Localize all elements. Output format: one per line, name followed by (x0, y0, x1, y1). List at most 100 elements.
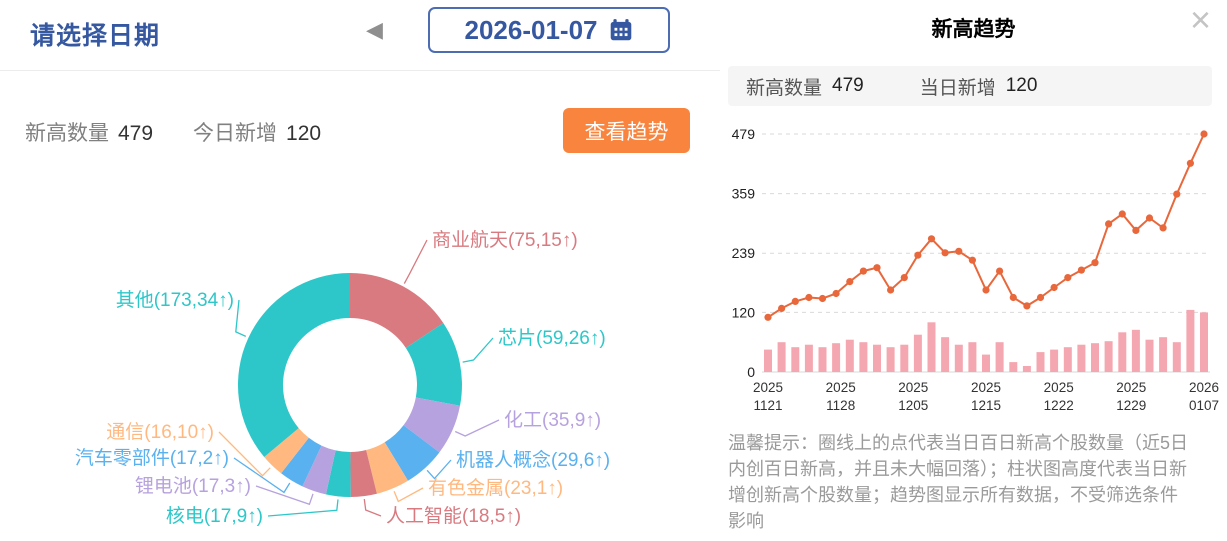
donut-leader-line (426, 459, 452, 480)
trend-chart: 0 120 239 359 479 2025 1121 2025 1128 2025 1205 202… (732, 126, 1219, 413)
daily-new-bar (1063, 347, 1072, 372)
donut-leader-line (454, 419, 500, 437)
donut-label-5: 人工智能(18,5↑) (386, 505, 521, 527)
daily-new-bar (804, 344, 813, 372)
y-axis-label: 0 (747, 364, 755, 380)
daily-new-bar (1159, 337, 1168, 372)
donut-leader-line (233, 457, 291, 494)
trend-modal: 新高趋势 × 新高数量 479 当日新增 120 0 120 239 359 479 20… (720, 0, 1227, 541)
daily-new-bar (1145, 339, 1154, 372)
donut-leader-line (462, 337, 494, 363)
daily-new-bar (900, 344, 909, 372)
date-selection-panel: 请选择日期 ◀ 2026-01-07 新高数量 479 今日新增 120 查看趋… (0, 7, 720, 527)
trend-point (1091, 259, 1099, 267)
trend-point (1200, 130, 1208, 138)
modal-new-high-value: 479 (832, 75, 864, 96)
donut-segment-10[interactable] (237, 273, 350, 457)
summary-bar: 新高数量 479 当日新增 120 (728, 66, 1212, 106)
donut-label-10: 其他(173,34↑) (116, 289, 234, 311)
donut-label-1: 芯片(59,26↑) (498, 327, 606, 349)
donut-label-4: 有色金属(23,1↑) (428, 477, 563, 499)
donut-label-6: 核电(17,9↑) (166, 505, 263, 527)
calendar-icon (610, 19, 631, 41)
trend-point (778, 304, 786, 312)
donut-segment-1[interactable] (405, 323, 462, 406)
daily-new-bar (1091, 343, 1099, 372)
daily-new-bar (873, 344, 881, 372)
donut-leader-line (403, 239, 428, 284)
trend-point (791, 297, 799, 305)
trend-point (859, 267, 867, 275)
daily-new-bar (1077, 344, 1086, 372)
donut-label-9: 通信(16,10↑) (106, 421, 214, 443)
divider (0, 70, 720, 71)
daily-new-bar (777, 342, 786, 372)
donut-leader-line (393, 487, 424, 503)
daily-new-bar (968, 342, 977, 372)
y-axis-label: 359 (732, 186, 756, 202)
donut-segment-2[interactable] (403, 397, 461, 453)
donut-leader-line (267, 499, 339, 517)
daily-new-bar (1009, 362, 1018, 372)
x-axis-label-date: 1222 (1044, 398, 1074, 413)
trend-point (818, 294, 827, 303)
daily-new-bar (886, 347, 895, 372)
donut-leader-line (235, 299, 247, 337)
donut-leader-line (255, 485, 314, 506)
daily-new-bar (1104, 341, 1113, 372)
donut-segment-9[interactable] (264, 428, 309, 474)
donut-label-2: 化工(35,9↑) (504, 409, 601, 431)
daily-new-bar (859, 342, 868, 372)
x-axis-label-date: 1205 (898, 398, 928, 413)
view-trend-button[interactable]: 查看趋势 (563, 108, 690, 153)
trend-point (968, 256, 976, 264)
donut-segment-7[interactable] (302, 445, 336, 495)
trend-point (1023, 302, 1031, 310)
trend-point (1145, 214, 1154, 222)
prev-date-arrow-icon[interactable]: ◀ (366, 17, 383, 42)
trend-point (1064, 274, 1072, 282)
x-axis-label-year: 2025 (1044, 380, 1074, 395)
daily-new-bar (913, 334, 922, 372)
donut-segment-6[interactable] (325, 450, 351, 498)
donut-segment-0[interactable] (350, 273, 444, 348)
trend-point (1159, 224, 1167, 232)
modal-day-added-label: 当日新增 (919, 77, 996, 99)
donut-segment-4[interactable] (366, 442, 408, 494)
donut-segment-3[interactable] (384, 425, 440, 481)
trend-point (1118, 210, 1126, 218)
daily-new-bar (832, 343, 841, 372)
trend-point (927, 235, 936, 243)
trend-point (1186, 159, 1194, 167)
trend-point (832, 289, 840, 298)
daily-new-bar (1172, 342, 1181, 372)
daily-new-bar (927, 322, 936, 372)
date-picker[interactable]: 2026-01-07 (428, 7, 670, 53)
daily-new-bar (791, 347, 800, 372)
x-axis-label-year: 2025 (826, 380, 856, 395)
trend-point (1105, 220, 1113, 228)
daily-new-bar (1118, 332, 1127, 372)
donut-segment-8[interactable] (281, 437, 322, 487)
x-axis-label-date: 1128 (826, 398, 855, 413)
donut-label-0: 商业航天(75,15↑) (432, 229, 578, 251)
today-added-value: 120 (286, 122, 322, 145)
x-axis-label-year: 2025 (898, 380, 928, 395)
daily-new-bar (1036, 352, 1045, 372)
trend-point (914, 251, 922, 259)
x-axis-label-date: 1121 (753, 398, 782, 413)
modal-day-added-value: 120 (1005, 75, 1038, 96)
daily-new-bar (1200, 312, 1208, 372)
trend-point (846, 278, 854, 286)
daily-new-bar (1050, 349, 1059, 372)
trend-point (1036, 293, 1045, 302)
x-axis-label-year: 2025 (971, 380, 1001, 395)
y-axis-label: 479 (732, 126, 756, 142)
trend-point (873, 264, 881, 272)
x-axis-label-date: 1229 (1116, 398, 1146, 413)
trend-point (887, 286, 895, 294)
close-icon[interactable]: × (1189, 0, 1211, 40)
trend-point (982, 286, 990, 294)
donut-segment-5[interactable] (350, 450, 377, 497)
trend-point (805, 293, 813, 302)
